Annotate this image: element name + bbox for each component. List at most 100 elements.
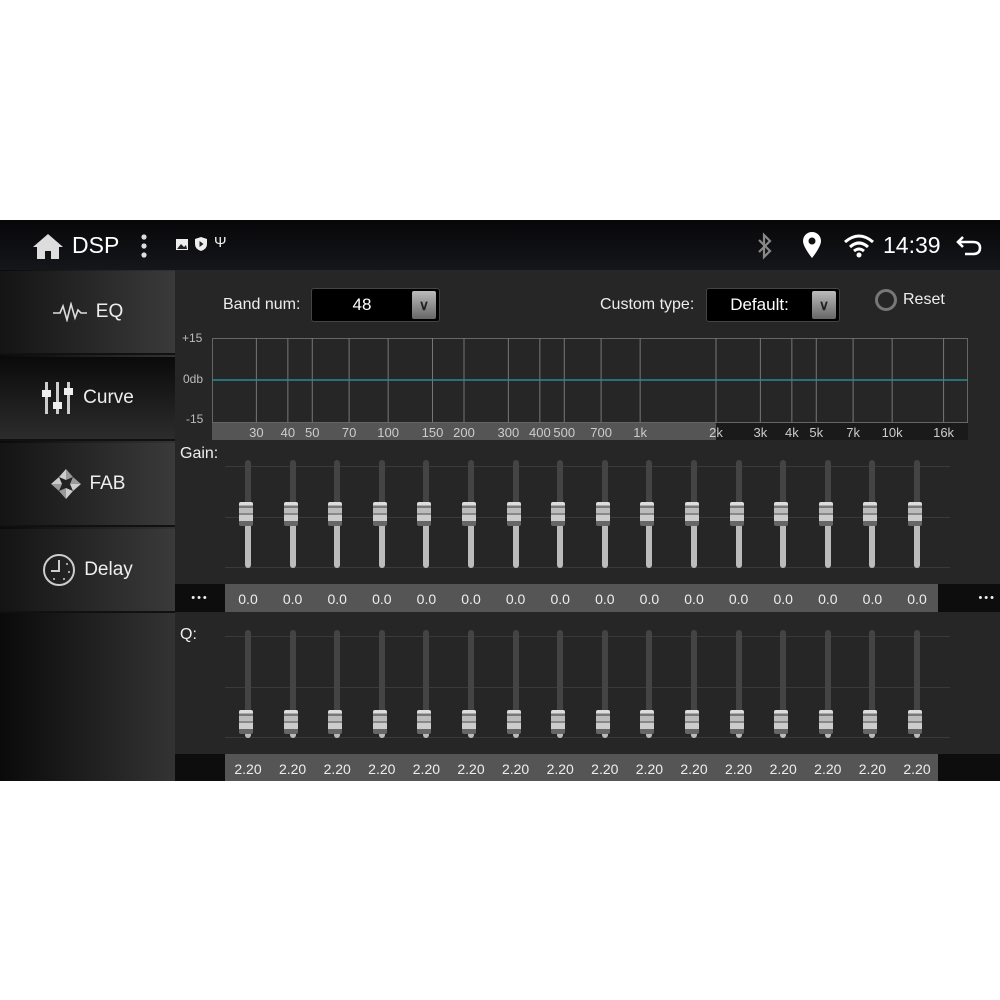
q-value: 2.20	[501, 761, 530, 777]
slider-knob[interactable]	[640, 709, 655, 734]
sidebar-item-fab[interactable]: FAB	[0, 443, 175, 527]
gain-slider[interactable]	[685, 460, 699, 568]
q-slider[interactable]	[818, 630, 833, 738]
gain-slider[interactable]	[239, 460, 253, 568]
slider-knob[interactable]	[462, 709, 476, 734]
slider-knob[interactable]	[774, 502, 789, 526]
q-value: 2.20	[680, 761, 708, 777]
more-vert-icon[interactable]	[140, 233, 148, 259]
slider-guide-line	[225, 687, 950, 688]
slider-knob[interactable]	[372, 709, 387, 734]
gain-slider[interactable]	[774, 460, 789, 568]
q-slider[interactable]	[328, 630, 343, 738]
sidebar-item-label: EQ	[95, 301, 124, 322]
q-slider[interactable]	[506, 630, 521, 738]
gain-slider[interactable]	[551, 460, 566, 568]
reset-radio[interactable]: Reset	[875, 289, 945, 311]
slider-knob[interactable]	[506, 709, 521, 734]
slider-guide-line	[225, 567, 950, 568]
q-slider[interactable]	[685, 630, 699, 738]
custom-type-dropdown[interactable]: Default: ∨	[706, 288, 840, 322]
slider-knob[interactable]	[818, 709, 833, 734]
slider-knob[interactable]	[908, 502, 922, 526]
slider-knob[interactable]	[239, 709, 253, 734]
slider-knob[interactable]	[595, 502, 610, 526]
y-label-bottom: -15	[186, 412, 204, 426]
back-icon[interactable]	[955, 234, 983, 256]
gain-slider[interactable]	[417, 460, 432, 568]
slider-knob[interactable]	[328, 502, 343, 526]
q-value: 2.20	[412, 761, 441, 777]
slider-knob[interactable]	[685, 502, 699, 526]
q-slider[interactable]	[462, 630, 476, 738]
slider-knob[interactable]	[328, 709, 343, 734]
slider-track-upper	[869, 460, 876, 512]
eq-curve-chart[interactable]: 30 40 50 70 100 150 200 300 400 500 700 1k 2k 3k 4k 5k 7…	[212, 338, 970, 440]
slider-knob[interactable]	[774, 709, 789, 734]
slider-knob[interactable]	[640, 502, 655, 526]
gain-scroll-left[interactable]: •••	[175, 584, 225, 612]
sidebar-item-curve[interactable]: Curve	[0, 357, 175, 441]
gain-slider[interactable]	[908, 460, 922, 568]
gain-slider[interactable]	[328, 460, 343, 568]
x-tick-label: 4k	[785, 425, 799, 440]
slider-knob[interactable]	[863, 709, 878, 734]
x-tick-label: 500	[553, 425, 575, 440]
slider-knob[interactable]	[818, 502, 833, 526]
sidebar-item-delay[interactable]: Delay	[0, 529, 175, 613]
slider-knob[interactable]	[551, 709, 566, 734]
gain-slider[interactable]	[818, 460, 833, 568]
q-slider[interactable]	[774, 630, 789, 738]
slider-track-upper	[557, 460, 564, 512]
slider-knob[interactable]	[283, 709, 298, 734]
gain-value: 0.0	[282, 591, 303, 607]
slider-knob[interactable]	[417, 502, 432, 526]
gain-slider[interactable]	[729, 460, 744, 568]
gain-slider[interactable]	[595, 460, 610, 568]
slider-track-upper	[824, 630, 831, 720]
slider-knob[interactable]	[283, 502, 298, 526]
q-slider[interactable]	[863, 630, 878, 738]
slider-track-upper	[824, 460, 831, 512]
gain-slider[interactable]	[372, 460, 387, 568]
gain-slider[interactable]	[283, 460, 298, 568]
q-slider[interactable]	[729, 630, 744, 738]
q-slider[interactable]	[283, 630, 298, 738]
bluetooth-icon[interactable]	[755, 232, 775, 260]
q-slider[interactable]	[372, 630, 387, 738]
slider-knob[interactable]	[506, 502, 521, 526]
slider-track-filled	[557, 512, 564, 568]
gain-value: 0.0	[461, 591, 481, 607]
gain-slider[interactable]	[863, 460, 878, 568]
gain-slider[interactable]	[506, 460, 521, 568]
slider-knob[interactable]	[685, 709, 699, 734]
slider-knob[interactable]	[417, 709, 432, 734]
slider-knob[interactable]	[863, 502, 878, 526]
sidebar-item-eq[interactable]: EQ	[0, 271, 175, 355]
q-slider[interactable]	[908, 630, 922, 738]
slider-knob[interactable]	[908, 709, 922, 734]
q-value: 2.20	[903, 761, 931, 777]
gain-slider[interactable]	[462, 460, 476, 568]
q-slider[interactable]	[595, 630, 610, 738]
slider-knob[interactable]	[595, 709, 610, 734]
x-tick-label: 200	[453, 425, 475, 440]
slider-knob[interactable]	[729, 502, 744, 526]
slider-track-upper	[601, 460, 608, 512]
home-icon[interactable]	[31, 232, 65, 260]
clock-icon	[43, 554, 76, 586]
q-slider[interactable]	[551, 630, 566, 738]
band-num-dropdown[interactable]: 48 ∨	[311, 288, 440, 322]
q-slider[interactable]	[417, 630, 432, 738]
gain-slider[interactable]	[640, 460, 655, 568]
q-slider[interactable]	[239, 630, 253, 738]
slider-knob[interactable]	[551, 502, 566, 526]
gain-scroll-right[interactable]: •••	[938, 584, 1000, 612]
slider-knob[interactable]	[372, 502, 387, 526]
slider-track-upper	[512, 630, 519, 720]
slider-knob[interactable]	[462, 502, 476, 526]
slider-knob[interactable]	[239, 502, 253, 526]
slider-knob[interactable]	[729, 709, 744, 734]
q-slider[interactable]	[640, 630, 655, 738]
q-value-strip	[225, 754, 938, 781]
